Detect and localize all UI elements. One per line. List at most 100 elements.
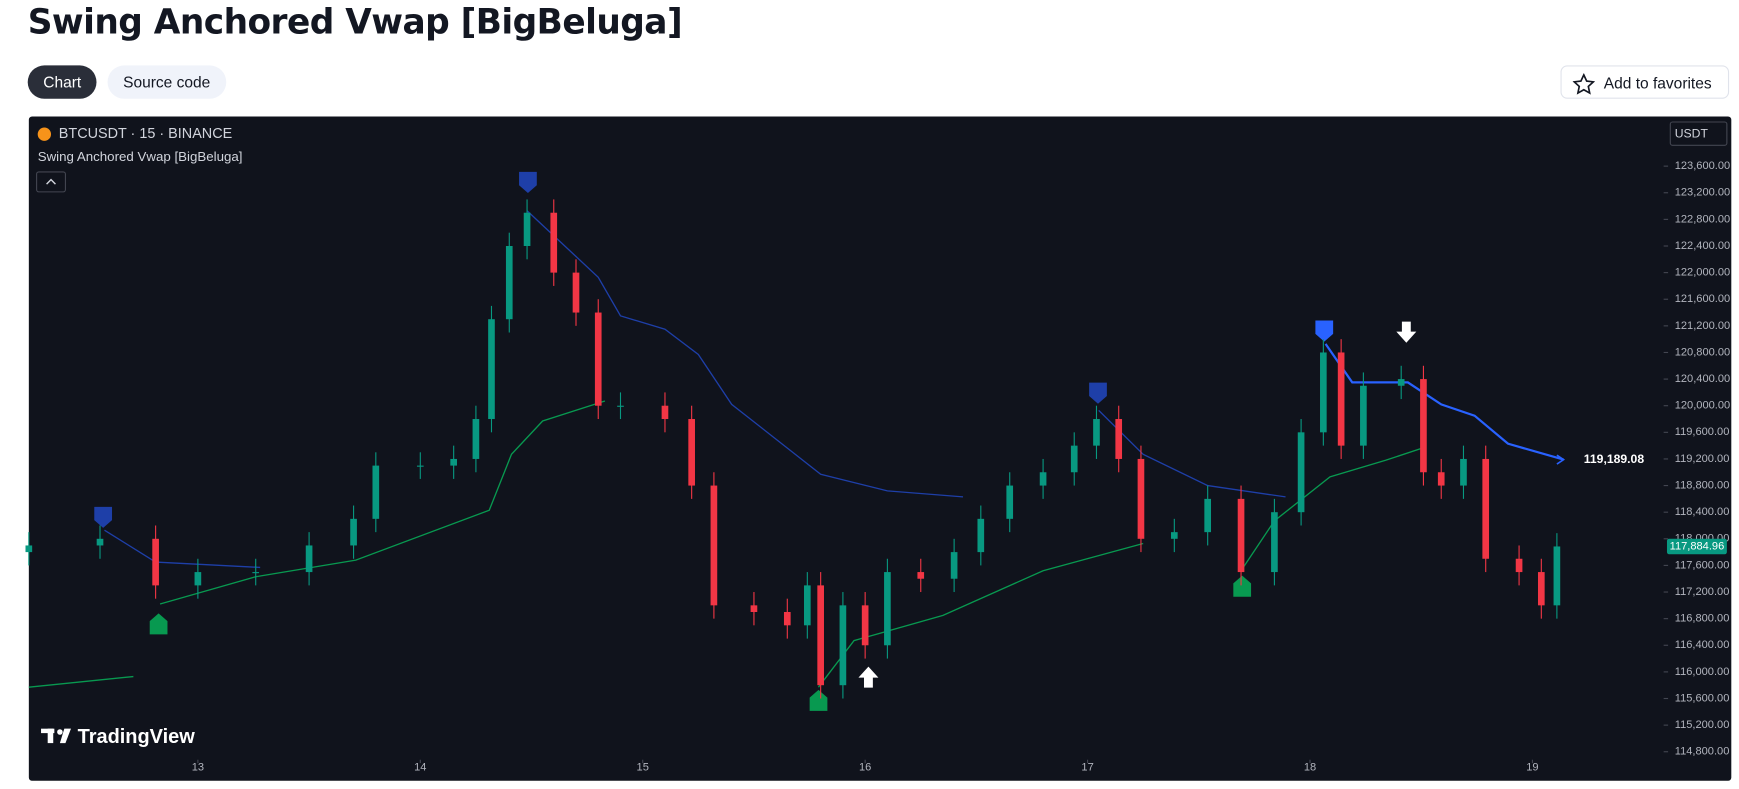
collapse-button[interactable] [36, 171, 66, 193]
chart-bg [28, 116, 1732, 781]
candle-body [1537, 572, 1545, 606]
candle-body [1420, 379, 1427, 473]
candle-body [1070, 445, 1078, 473]
candle-body [523, 212, 531, 246]
candle-body [505, 245, 513, 320]
candle-body [977, 518, 985, 553]
watermark-logo [41, 728, 71, 744]
y-tick-label: 123,600.00 [1675, 160, 1730, 172]
candle-body [152, 538, 159, 586]
candle-body [1297, 432, 1305, 513]
candle-body [884, 572, 891, 646]
y-tick-label: 118,400.00 [1675, 506, 1730, 518]
candle-body [96, 538, 104, 546]
y-tick-label: 115,600.00 [1675, 692, 1730, 704]
x-tick-label: 15 [637, 761, 649, 773]
candle-body [839, 605, 847, 686]
favorites-label: Add to favorites [1603, 74, 1712, 93]
candle-body [1115, 419, 1123, 459]
symbol: BTCUSDT · 15 · BINANCE [59, 126, 232, 142]
candle-body [1170, 532, 1178, 539]
y-tick-label: 116,400.00 [1675, 639, 1730, 651]
vwap-line [526, 210, 964, 498]
candle-body [617, 405, 624, 407]
candle-body [25, 545, 33, 553]
candle-body [594, 312, 602, 406]
indicator-name: Swing Anchored Vwap [BigBeluga] [38, 149, 243, 164]
y-tick-label: 116,800.00 [1675, 613, 1730, 625]
watermark: TradingView [78, 726, 196, 748]
candle-body [1320, 352, 1327, 433]
y-tick-label: 120,800.00 [1675, 346, 1730, 358]
candle-body [1093, 419, 1100, 446]
candle-body [252, 572, 260, 574]
vwap-label: 119,189.08 [1584, 452, 1645, 466]
vwap-line [28, 675, 134, 688]
last-price-label: 117,884.96 [1670, 540, 1725, 552]
candle-body [416, 465, 424, 467]
tab-source[interactable]: Source code [107, 65, 226, 99]
candle-body [1137, 458, 1145, 539]
candle-body [688, 419, 695, 486]
candle-body [1337, 352, 1345, 446]
swing-markers [94, 171, 1417, 711]
x-tick-label: 16 [859, 761, 871, 773]
candle-body [1437, 472, 1445, 486]
candle-body [1237, 498, 1245, 573]
candle-body [750, 605, 758, 613]
candle-body [350, 518, 357, 546]
candle-body [1482, 458, 1490, 559]
x-tick-label: 18 [1304, 761, 1316, 773]
x-tick-label: 19 [1526, 761, 1538, 773]
y-tick-label: 120,000.00 [1675, 400, 1730, 412]
candle-body [1460, 458, 1467, 486]
candle-body [661, 405, 669, 420]
vwap-line [1324, 343, 1564, 461]
candle-body [783, 612, 791, 626]
candle-body [1006, 485, 1014, 519]
star-icon [1572, 73, 1595, 95]
candle-body [861, 605, 869, 646]
y-tick-label: 121,600.00 [1675, 293, 1730, 305]
y-tick-label: 114,800.00 [1675, 746, 1730, 758]
candle-body [194, 572, 202, 586]
y-tick-label: 115,200.00 [1675, 719, 1730, 731]
y-tick-label: 122,800.00 [1675, 213, 1730, 225]
candle-body [817, 585, 824, 686]
candle-body [488, 319, 495, 420]
favorites-button[interactable]: Add to favorites [1560, 65, 1730, 99]
y-tick-label: 117,200.00 [1675, 586, 1730, 598]
candle-body [1039, 472, 1047, 486]
candle-body [1553, 546, 1561, 606]
y-tick-label: 118,800.00 [1675, 479, 1730, 491]
y-tick-label: 119,200.00 [1675, 453, 1730, 465]
y-tick-label: 117,600.00 [1675, 559, 1730, 571]
coin-icon [37, 127, 52, 141]
tab-chart[interactable]: Chart [27, 65, 97, 99]
y-tick-label: 122,000.00 [1675, 267, 1730, 279]
y-tick-label: 121,200.00 [1675, 320, 1730, 332]
candle-body [550, 212, 558, 273]
x-tick-label: 14 [414, 761, 426, 773]
y-tick-label: 119,600.00 [1675, 426, 1730, 438]
y-tick-label: 116,000.00 [1675, 666, 1730, 678]
y-tick-label: 120,400.00 [1675, 373, 1730, 385]
candle-body [472, 419, 480, 459]
candle-body [305, 545, 313, 573]
page-title: Swing Anchored Vwap [BigBeluga] [27, 2, 683, 43]
candle-body [1204, 498, 1212, 533]
candle-body [710, 485, 718, 606]
currency: USDT [1675, 126, 1709, 140]
vwap-arrow [1556, 454, 1566, 465]
x-tick-label: 13 [192, 761, 204, 773]
y-tick-label: 122,400.00 [1675, 240, 1730, 252]
candle-body [372, 465, 380, 519]
vwap-line [1240, 446, 1426, 572]
candle-body [450, 458, 457, 466]
candle-body [917, 572, 925, 579]
collapse-icon [46, 178, 56, 185]
currency-box[interactable] [1669, 121, 1728, 146]
x-tick-label: 17 [1081, 761, 1093, 773]
